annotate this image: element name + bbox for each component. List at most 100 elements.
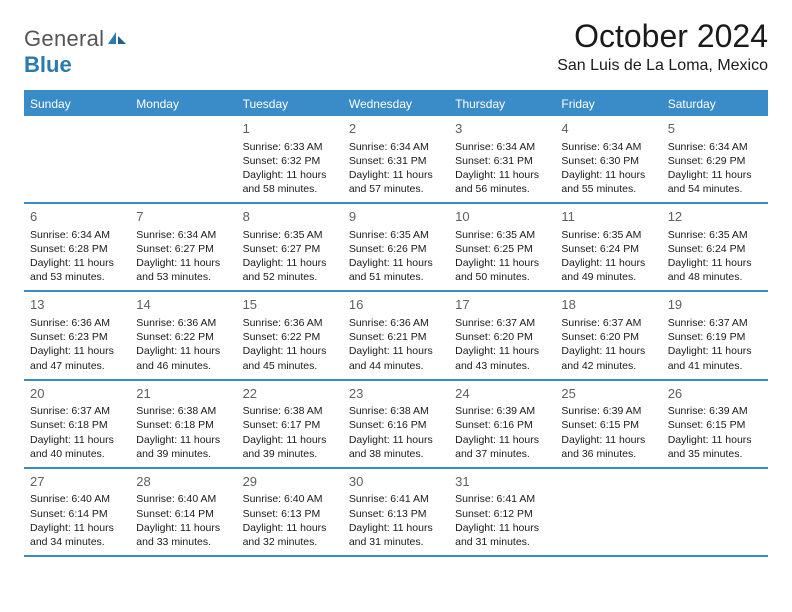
sunrise-text: Sunrise: 6:35 AM [561, 228, 655, 242]
sunset-text: Sunset: 6:31 PM [349, 154, 443, 168]
day-number: 21 [136, 385, 230, 403]
sunrise-text: Sunrise: 6:40 AM [30, 492, 124, 506]
daylight-text: Daylight: 11 hours and 54 minutes. [668, 168, 762, 196]
daylight-text: Daylight: 11 hours and 31 minutes. [455, 521, 549, 549]
daylight-text: Daylight: 11 hours and 58 minutes. [243, 168, 337, 196]
day-header-mon: Monday [130, 92, 236, 116]
day-header-thu: Thursday [449, 92, 555, 116]
daylight-text: Daylight: 11 hours and 39 minutes. [136, 433, 230, 461]
daylight-text: Daylight: 11 hours and 33 minutes. [136, 521, 230, 549]
day-number: 19 [668, 296, 762, 314]
calendar-cell: 8Sunrise: 6:35 AMSunset: 6:27 PMDaylight… [237, 204, 343, 290]
daylight-text: Daylight: 11 hours and 56 minutes. [455, 168, 549, 196]
sunrise-text: Sunrise: 6:38 AM [349, 404, 443, 418]
daylight-text: Daylight: 11 hours and 55 minutes. [561, 168, 655, 196]
calendar: Sunday Monday Tuesday Wednesday Thursday… [24, 90, 768, 557]
calendar-cell: 29Sunrise: 6:40 AMSunset: 6:13 PMDayligh… [237, 469, 343, 555]
sunrise-text: Sunrise: 6:34 AM [668, 140, 762, 154]
calendar-cell: 19Sunrise: 6:37 AMSunset: 6:19 PMDayligh… [662, 292, 768, 378]
calendar-cell [24, 116, 130, 202]
page-subtitle: San Luis de La Loma, Mexico [557, 57, 768, 75]
sunrise-text: Sunrise: 6:39 AM [455, 404, 549, 418]
page-title: October 2024 [557, 18, 768, 55]
daylight-text: Daylight: 11 hours and 51 minutes. [349, 256, 443, 284]
sunrise-text: Sunrise: 6:37 AM [30, 404, 124, 418]
daylight-text: Daylight: 11 hours and 35 minutes. [668, 433, 762, 461]
day-number: 13 [30, 296, 124, 314]
day-number: 3 [455, 120, 549, 138]
week-row: 6Sunrise: 6:34 AMSunset: 6:28 PMDaylight… [24, 204, 768, 292]
sunset-text: Sunset: 6:14 PM [30, 507, 124, 521]
calendar-cell: 22Sunrise: 6:38 AMSunset: 6:17 PMDayligh… [237, 381, 343, 467]
day-number: 7 [136, 208, 230, 226]
day-header-tue: Tuesday [237, 92, 343, 116]
calendar-cell: 12Sunrise: 6:35 AMSunset: 6:24 PMDayligh… [662, 204, 768, 290]
sunset-text: Sunset: 6:18 PM [136, 418, 230, 432]
day-number: 11 [561, 208, 655, 226]
daylight-text: Daylight: 11 hours and 41 minutes. [668, 344, 762, 372]
calendar-cell: 15Sunrise: 6:36 AMSunset: 6:22 PMDayligh… [237, 292, 343, 378]
calendar-cell: 18Sunrise: 6:37 AMSunset: 6:20 PMDayligh… [555, 292, 661, 378]
sunrise-text: Sunrise: 6:37 AM [455, 316, 549, 330]
day-number: 14 [136, 296, 230, 314]
sunrise-text: Sunrise: 6:38 AM [136, 404, 230, 418]
day-number: 23 [349, 385, 443, 403]
header: General Blue October 2024 San Luis de La… [24, 18, 768, 78]
sunrise-text: Sunrise: 6:35 AM [668, 228, 762, 242]
sunrise-text: Sunrise: 6:35 AM [243, 228, 337, 242]
calendar-cell: 23Sunrise: 6:38 AMSunset: 6:16 PMDayligh… [343, 381, 449, 467]
calendar-cell: 4Sunrise: 6:34 AMSunset: 6:30 PMDaylight… [555, 116, 661, 202]
daylight-text: Daylight: 11 hours and 44 minutes. [349, 344, 443, 372]
daylight-text: Daylight: 11 hours and 42 minutes. [561, 344, 655, 372]
logo-text-general: General [24, 26, 104, 51]
calendar-cell: 11Sunrise: 6:35 AMSunset: 6:24 PMDayligh… [555, 204, 661, 290]
calendar-cell: 21Sunrise: 6:38 AMSunset: 6:18 PMDayligh… [130, 381, 236, 467]
calendar-cell: 7Sunrise: 6:34 AMSunset: 6:27 PMDaylight… [130, 204, 236, 290]
sunrise-text: Sunrise: 6:34 AM [136, 228, 230, 242]
day-number: 12 [668, 208, 762, 226]
logo: General Blue [24, 18, 128, 78]
day-number: 24 [455, 385, 549, 403]
day-number: 26 [668, 385, 762, 403]
sunrise-text: Sunrise: 6:36 AM [243, 316, 337, 330]
day-header-fri: Friday [555, 92, 661, 116]
calendar-cell: 27Sunrise: 6:40 AMSunset: 6:14 PMDayligh… [24, 469, 130, 555]
day-number: 17 [455, 296, 549, 314]
calendar-cell [130, 116, 236, 202]
day-number: 10 [455, 208, 549, 226]
day-number: 25 [561, 385, 655, 403]
daylight-text: Daylight: 11 hours and 31 minutes. [349, 521, 443, 549]
daylight-text: Daylight: 11 hours and 49 minutes. [561, 256, 655, 284]
day-number: 16 [349, 296, 443, 314]
sunrise-text: Sunrise: 6:36 AM [30, 316, 124, 330]
sunset-text: Sunset: 6:24 PM [668, 242, 762, 256]
sunrise-text: Sunrise: 6:34 AM [561, 140, 655, 154]
daylight-text: Daylight: 11 hours and 37 minutes. [455, 433, 549, 461]
sunset-text: Sunset: 6:16 PM [349, 418, 443, 432]
week-row: 13Sunrise: 6:36 AMSunset: 6:23 PMDayligh… [24, 292, 768, 380]
daylight-text: Daylight: 11 hours and 34 minutes. [30, 521, 124, 549]
daylight-text: Daylight: 11 hours and 43 minutes. [455, 344, 549, 372]
calendar-cell: 30Sunrise: 6:41 AMSunset: 6:13 PMDayligh… [343, 469, 449, 555]
sunset-text: Sunset: 6:19 PM [668, 330, 762, 344]
week-row: 27Sunrise: 6:40 AMSunset: 6:14 PMDayligh… [24, 469, 768, 557]
calendar-cell [662, 469, 768, 555]
calendar-cell: 26Sunrise: 6:39 AMSunset: 6:15 PMDayligh… [662, 381, 768, 467]
sunrise-text: Sunrise: 6:36 AM [136, 316, 230, 330]
sunset-text: Sunset: 6:23 PM [30, 330, 124, 344]
calendar-cell: 2Sunrise: 6:34 AMSunset: 6:31 PMDaylight… [343, 116, 449, 202]
sunrise-text: Sunrise: 6:36 AM [349, 316, 443, 330]
sunrise-text: Sunrise: 6:38 AM [243, 404, 337, 418]
sunset-text: Sunset: 6:29 PM [668, 154, 762, 168]
day-number: 5 [668, 120, 762, 138]
sunrise-text: Sunrise: 6:40 AM [243, 492, 337, 506]
sunset-text: Sunset: 6:20 PM [561, 330, 655, 344]
calendar-cell: 9Sunrise: 6:35 AMSunset: 6:26 PMDaylight… [343, 204, 449, 290]
sail-icon [106, 30, 128, 51]
day-number: 31 [455, 473, 549, 491]
sunset-text: Sunset: 6:31 PM [455, 154, 549, 168]
day-number: 6 [30, 208, 124, 226]
calendar-cell: 24Sunrise: 6:39 AMSunset: 6:16 PMDayligh… [449, 381, 555, 467]
sunrise-text: Sunrise: 6:34 AM [455, 140, 549, 154]
day-number: 15 [243, 296, 337, 314]
